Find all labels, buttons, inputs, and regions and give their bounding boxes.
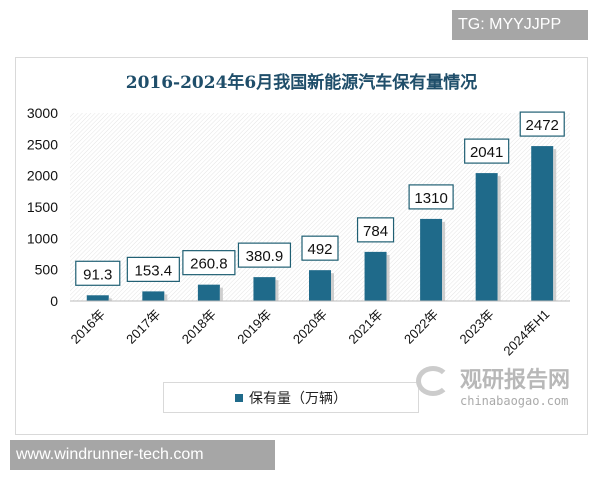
chart-title: 2016-2024年6月我国新能源汽车保有量情况: [125, 73, 478, 93]
bar-shadow: [275, 280, 279, 301]
bar: [197, 284, 220, 301]
bar: [142, 291, 165, 301]
y-tick-label: 1500: [27, 199, 58, 215]
y-tick-label: 0: [50, 293, 58, 309]
bar-shadow: [108, 298, 112, 301]
x-tick-label: 2022年: [401, 307, 441, 347]
logo-name: 观研报告网: [460, 368, 571, 393]
legend-label: 保有量（万辆）: [249, 390, 347, 407]
bar-shadow: [331, 273, 334, 301]
chart-frame: [15, 57, 588, 435]
x-tick-label: 2020年: [290, 307, 330, 347]
data-label: 380.9: [246, 248, 284, 265]
data-label: 91.3: [83, 266, 112, 283]
x-tick-label: 2024年H1: [500, 307, 552, 359]
y-tick-label: 2000: [27, 168, 58, 184]
data-label-box: [519, 111, 565, 137]
data-label: 2472: [526, 117, 559, 134]
legend: 保有量（万辆）: [163, 382, 419, 413]
bar: [420, 218, 443, 301]
bar: [253, 277, 276, 301]
bar: [86, 295, 109, 301]
bar-shadow: [164, 294, 168, 301]
data-label-box: [182, 250, 236, 276]
x-tick-label: 2019年: [234, 307, 274, 347]
bar: [531, 146, 554, 301]
y-tick-label: 3000: [27, 105, 58, 121]
watermark-site: www.windrunner-tech.com: [10, 440, 275, 470]
x-tick-label: 2023年: [457, 307, 497, 347]
x-tick-label: 2021年: [345, 307, 385, 347]
logo-url: chinabaogao.com: [460, 394, 569, 408]
data-label-box: [126, 256, 180, 282]
data-label-box: [237, 242, 292, 268]
bar-shadow: [553, 149, 557, 301]
bar-shadow: [497, 176, 501, 301]
data-label: 492: [307, 241, 332, 258]
data-label: 1310: [414, 190, 447, 207]
x-tick-label: 2016年: [68, 307, 108, 347]
bar-shadow: [219, 287, 223, 301]
y-tick-label: 500: [35, 262, 59, 278]
x-tick-label: 2018年: [179, 307, 219, 347]
bar: [364, 251, 387, 301]
data-label-box: [301, 235, 339, 261]
data-label: 2041: [470, 144, 503, 161]
watermark-tg: TG: MYYJJPP: [452, 10, 588, 40]
bar-shadow: [442, 221, 446, 301]
logo-watermark: 观研报告网 chinabaogao.com: [416, 362, 570, 408]
logo-icon: [416, 366, 450, 396]
data-label-box: [356, 217, 395, 243]
legend-swatch: [235, 393, 243, 402]
y-tick-label: 2500: [27, 136, 58, 152]
data-label: 784: [363, 223, 388, 240]
x-tick-label: 2017年: [123, 307, 163, 347]
bar: [475, 173, 498, 301]
data-label: 153.4: [135, 262, 173, 279]
bar-shadow: [386, 254, 390, 301]
y-tick-label: 1000: [27, 230, 58, 246]
bar: [309, 270, 331, 301]
data-label-box: [408, 184, 454, 210]
data-label-box: [464, 138, 510, 164]
data-label: 260.8: [190, 256, 228, 273]
data-label-box: [75, 260, 121, 286]
